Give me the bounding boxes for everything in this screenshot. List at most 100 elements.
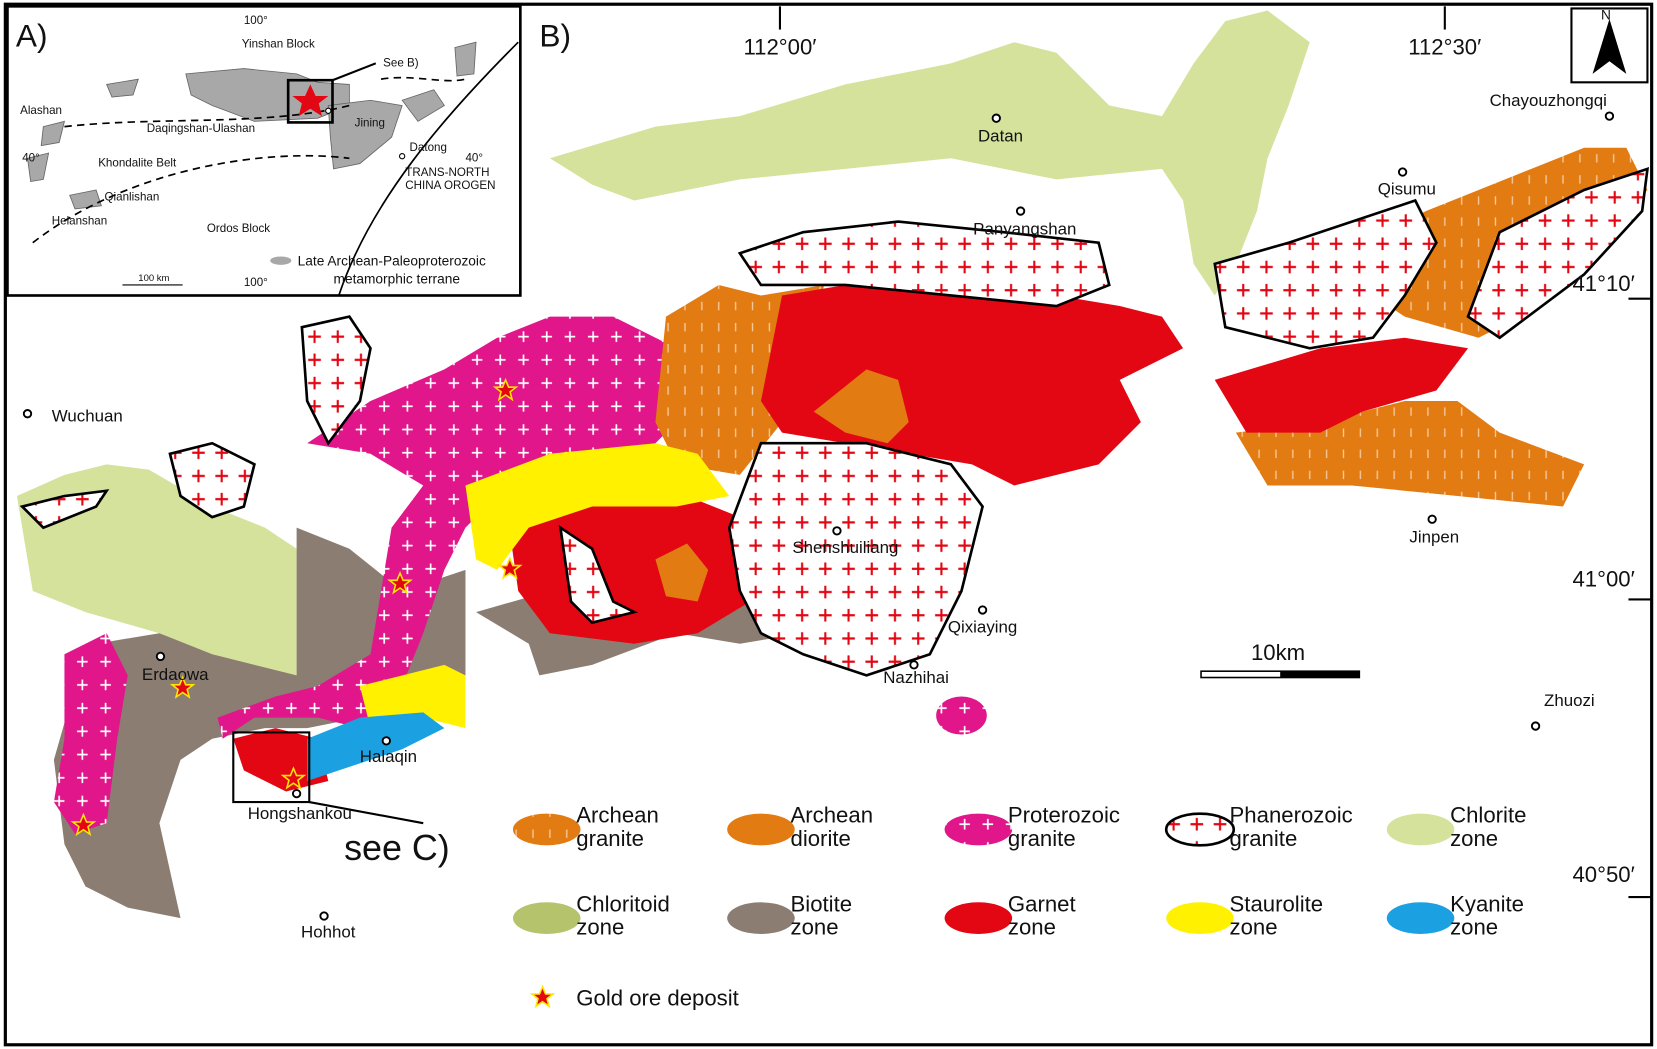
legend-swatch bbox=[944, 813, 1013, 846]
phanerozoic-granite bbox=[300, 315, 372, 446]
place-marker bbox=[1604, 111, 1615, 121]
place-label: Qisumu bbox=[1378, 179, 1436, 198]
place-label: Nazhihai bbox=[883, 668, 949, 687]
archean-diorite bbox=[813, 369, 909, 444]
label: Daqingshan-Ulashan bbox=[147, 122, 255, 135]
scale-bar bbox=[1280, 671, 1360, 678]
phanerozoic-granite bbox=[737, 220, 1111, 308]
legend-label: Biotite bbox=[791, 891, 853, 916]
place-label: Jinpen bbox=[1409, 528, 1459, 547]
orogen-boundary bbox=[338, 41, 519, 296]
longitude: 100° bbox=[244, 276, 268, 289]
legend-label: Chloritoid bbox=[576, 891, 670, 916]
legend-label: zone bbox=[1450, 915, 1498, 940]
legend-swatch bbox=[1166, 902, 1234, 934]
legend-label: Proterozoic bbox=[1008, 803, 1120, 828]
label: Alashan bbox=[20, 104, 62, 117]
legend-label: Garnet bbox=[1008, 891, 1076, 916]
place-marker bbox=[381, 736, 391, 746]
geology bbox=[16, 10, 1650, 919]
place-label: Datan bbox=[978, 127, 1023, 146]
chlorite-zone bbox=[16, 464, 297, 676]
kyanite-zone bbox=[307, 712, 445, 781]
legend-swatch bbox=[727, 902, 795, 934]
panel-label: B) bbox=[539, 17, 571, 53]
label: Helanshan bbox=[52, 215, 107, 228]
terrane bbox=[106, 78, 139, 98]
archean-diorite bbox=[655, 543, 709, 602]
latitude: 41°00′ bbox=[1572, 566, 1634, 591]
longitude: 112°00′ bbox=[743, 34, 816, 59]
legend-label: Staurolite bbox=[1230, 891, 1324, 916]
place-marker bbox=[22, 409, 33, 419]
legend-label: granite bbox=[1230, 826, 1298, 851]
label: Qianlishan bbox=[105, 190, 160, 203]
proterozoic-granite bbox=[936, 696, 987, 735]
label: Jining bbox=[355, 117, 385, 130]
study-area-star bbox=[292, 84, 329, 117]
legend-label: diorite bbox=[791, 826, 851, 851]
latitude: 40°50′ bbox=[1572, 862, 1634, 887]
inset-a: A) 100° 100° 40° 40° Yinshan Block See B… bbox=[6, 5, 522, 297]
place-label: Erdaowa bbox=[142, 665, 209, 684]
longitude: 100° bbox=[244, 14, 268, 27]
terrane bbox=[40, 120, 66, 147]
inset-box-b bbox=[286, 78, 334, 124]
phanerozoic-granite bbox=[1213, 198, 1438, 350]
label: Datong bbox=[410, 141, 447, 154]
place-label: Hohhot bbox=[301, 922, 356, 941]
terrane bbox=[454, 41, 477, 77]
legend-label: zone bbox=[1230, 915, 1278, 940]
place-label: Halaqin bbox=[360, 747, 417, 766]
boundary bbox=[32, 76, 466, 244]
label: Khondalite Belt bbox=[98, 157, 177, 170]
north-arrow bbox=[1592, 18, 1627, 74]
latitude: 40° bbox=[22, 151, 40, 164]
inset-box-c bbox=[232, 731, 311, 804]
legend-swatch bbox=[944, 902, 1013, 934]
legend-label: zone bbox=[1008, 915, 1056, 940]
legend-label: zone bbox=[576, 915, 624, 940]
place-marker bbox=[1015, 206, 1026, 216]
place-label: Panyangshan bbox=[973, 220, 1076, 239]
place-marker bbox=[977, 605, 988, 615]
legend-swatch bbox=[270, 256, 292, 265]
legend-label: granite bbox=[576, 826, 644, 851]
phanerozoic-granite bbox=[558, 524, 639, 625]
label: See B) bbox=[383, 56, 419, 69]
gold-symbol bbox=[531, 985, 554, 1008]
places: Wuchuan Datan Panyangshan Chayouzhongqi Qisu… bbox=[22, 91, 1615, 941]
place-marker bbox=[1397, 167, 1408, 177]
staurolite-zone bbox=[465, 443, 730, 570]
scale-label: 100 km bbox=[138, 273, 169, 284]
place-marker bbox=[991, 113, 1001, 123]
legend-label: granite bbox=[1008, 826, 1076, 851]
phanerozoic-granite bbox=[1466, 166, 1650, 340]
legend: ArcheangraniteArcheandioriteProterozoicg… bbox=[512, 803, 1526, 1010]
biotite-zone bbox=[53, 527, 466, 919]
place-marker bbox=[398, 153, 406, 160]
label: Yinshan Block bbox=[242, 37, 315, 50]
legend-swatch bbox=[727, 813, 795, 846]
terrane bbox=[27, 152, 50, 183]
place-marker bbox=[832, 526, 842, 536]
phanerozoic-granite bbox=[19, 489, 110, 530]
chlorite-zone bbox=[549, 10, 1310, 296]
legend-label: Phanerozoic bbox=[1230, 803, 1353, 828]
legend-label: Kyanite bbox=[1450, 891, 1524, 916]
legend-swatch bbox=[1164, 812, 1236, 847]
legend-label: Chlorite bbox=[1450, 803, 1526, 828]
place-marker bbox=[909, 660, 919, 670]
label: Ordos Block bbox=[207, 222, 270, 235]
place-label: Shenshuiliang bbox=[792, 538, 898, 557]
place-marker bbox=[291, 788, 302, 799]
place-label: Hongshankou bbox=[248, 804, 352, 823]
terrane bbox=[401, 89, 445, 122]
scale-label: 10km bbox=[1251, 640, 1305, 665]
place-label: Zhuozi bbox=[1544, 691, 1595, 710]
leader-line bbox=[332, 62, 377, 82]
legend-label: Gold ore deposit bbox=[576, 985, 739, 1010]
label: CHINA OROGEN bbox=[405, 179, 495, 192]
terrane bbox=[69, 189, 102, 210]
legend-label: Late Archean-Paleoproterozoic bbox=[298, 253, 486, 268]
